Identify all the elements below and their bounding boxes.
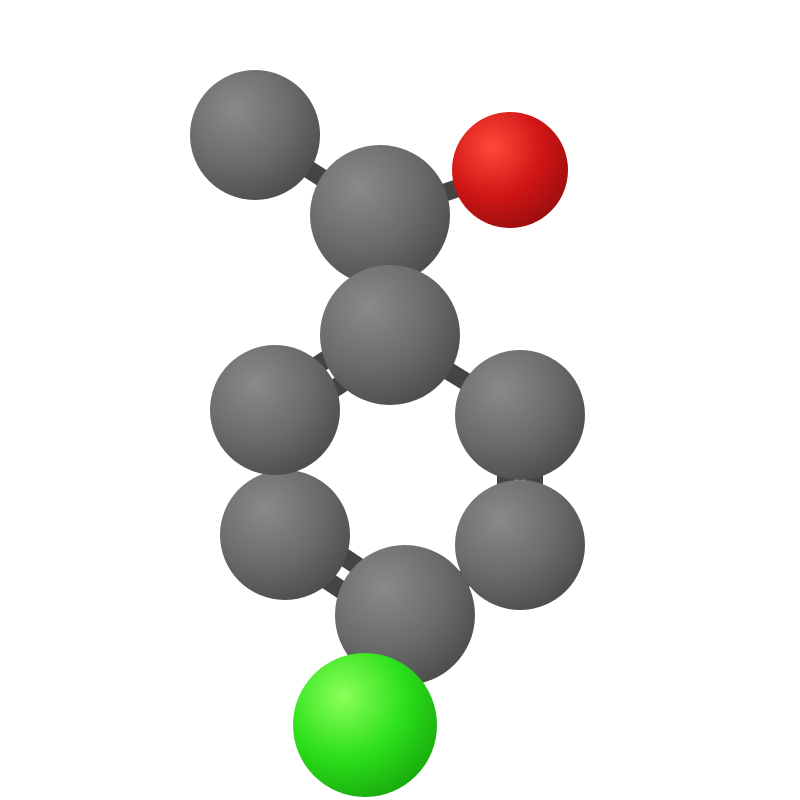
molecule-canvas bbox=[0, 0, 800, 800]
atom-c bbox=[310, 145, 450, 285]
atom-cl bbox=[293, 653, 437, 797]
atom-c bbox=[320, 265, 460, 405]
atom-c bbox=[190, 70, 320, 200]
atom-c bbox=[455, 350, 585, 480]
atom-c bbox=[220, 470, 350, 600]
atom-c bbox=[455, 480, 585, 610]
atom-o bbox=[452, 112, 568, 228]
atom-c bbox=[210, 345, 340, 475]
